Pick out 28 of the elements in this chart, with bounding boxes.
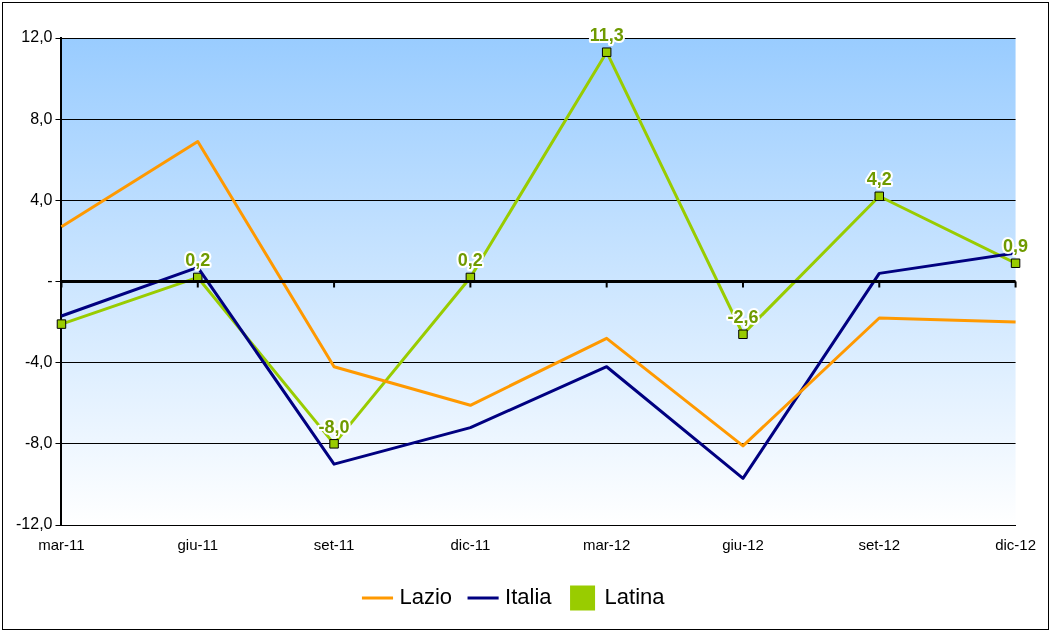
- legend-label: Latina: [604, 584, 666, 610]
- point: [601, 47, 612, 57]
- point: [738, 329, 748, 339]
- y-tick-label: 12,0: [21, 28, 53, 46]
- legend-label: Italia: [505, 584, 553, 610]
- x-tick-label: mar-12: [582, 536, 631, 554]
- y-tick-label: -4,0: [24, 353, 53, 371]
- data-label: 0,2: [185, 250, 211, 271]
- data-label: 0,9: [1003, 236, 1029, 257]
- x-tick-label: mar-11: [38, 536, 85, 554]
- legend-label: Lazio: [399, 584, 453, 610]
- x-tick-label: giu-11: [177, 536, 219, 554]
- data-label: -8,0: [318, 416, 350, 437]
- y-tick-label: -8,0: [24, 434, 53, 452]
- x-tick-label: dic-12: [995, 536, 1036, 554]
- y-tick-label: 8,0: [30, 109, 53, 127]
- point: [1010, 258, 1021, 268]
- data-label: 4,2: [866, 169, 892, 190]
- point: [329, 439, 339, 449]
- y-tick-label: -12,0: [16, 515, 53, 533]
- point: [874, 191, 885, 202]
- x-tick-label: giu-12: [722, 536, 764, 554]
- x-tick-label: set-12: [858, 536, 901, 554]
- point: [56, 319, 67, 329]
- y-tick-label: -: [47, 271, 53, 289]
- x-tick-label: dic-11: [450, 536, 491, 554]
- x-tick-label: set-11: [313, 536, 355, 554]
- y-tick-label: 4,0: [30, 190, 53, 208]
